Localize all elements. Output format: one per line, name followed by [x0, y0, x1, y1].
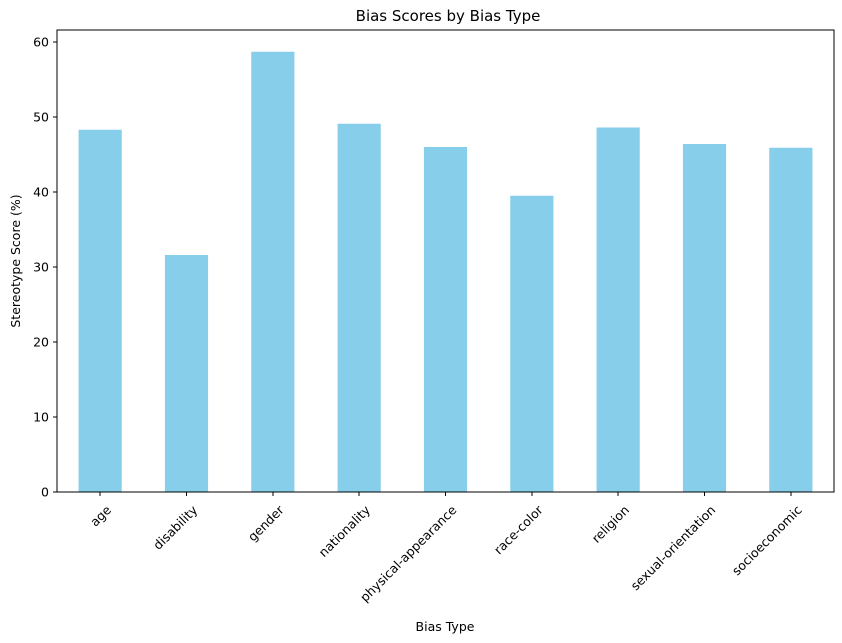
x-tick-label-gender: gender: [245, 502, 288, 545]
x-tick-label-sexual-orientation: sexual-orientation: [627, 502, 718, 593]
bar-socioeconomic: [769, 147, 813, 492]
y-tick-label: 20: [33, 335, 49, 350]
x-axis: age disability gender nationalityphysical-a…: [87, 492, 805, 605]
y-tick-label: 60: [33, 35, 49, 50]
y-axis-label: Stereotype Score (%): [8, 194, 23, 327]
y-tick-label: 40: [33, 185, 49, 200]
bar-physical-appearance: [423, 147, 468, 492]
bar-nationality: [337, 123, 381, 492]
y-tick-label: 0: [41, 485, 49, 500]
y-axis: 0 10 20 30 40 50 60: [33, 35, 57, 500]
x-tick-label-disability: disability: [150, 502, 201, 553]
bars-group: [78, 51, 813, 492]
chart-title: Bias Scores by Bias Type: [356, 7, 541, 25]
x-tick-label-race-color: race-color: [491, 502, 547, 558]
bar-race-color: [510, 195, 554, 492]
y-tick-label: 30: [33, 260, 49, 275]
bar-religion: [596, 127, 640, 492]
x-tick-label-nationality: nationality: [315, 502, 373, 560]
x-tick-label-socioeconomic: socioeconomic: [729, 502, 805, 578]
bar-gender: [251, 51, 295, 492]
bar-sexual-orientation: [682, 144, 727, 492]
bar-disability: [164, 255, 209, 492]
x-tick-label-age: age: [87, 502, 114, 529]
plot-frame: [56, 29, 835, 493]
y-tick-label: 50: [33, 110, 49, 125]
x-axis-label: Bias Type: [416, 619, 475, 634]
y-tick-label: 10: [33, 410, 49, 425]
x-tick-label-physical-appearance: physical-appearance: [357, 502, 460, 605]
bar-age: [78, 129, 122, 492]
x-tick-label-religion: religion: [589, 502, 632, 545]
